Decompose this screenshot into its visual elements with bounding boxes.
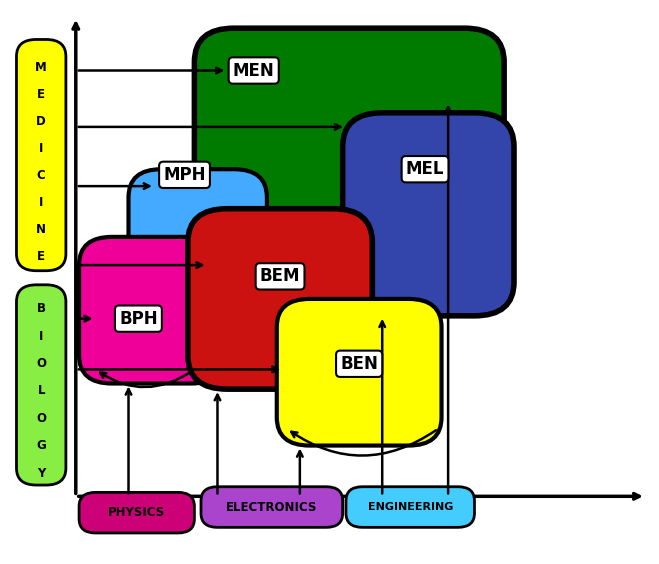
Text: O: O [36, 412, 46, 425]
Text: BEN: BEN [340, 355, 378, 373]
Text: O: O [36, 357, 46, 370]
Text: L: L [38, 385, 45, 398]
FancyBboxPatch shape [194, 28, 504, 254]
Text: ENGINEERING: ENGINEERING [368, 502, 453, 512]
FancyBboxPatch shape [16, 285, 66, 485]
Text: E: E [37, 88, 45, 101]
Text: MEN: MEN [233, 61, 275, 80]
Text: C: C [37, 169, 45, 182]
Text: BPH: BPH [119, 310, 158, 328]
FancyBboxPatch shape [79, 492, 194, 533]
Text: ELECTRONICS: ELECTRONICS [226, 500, 318, 514]
Text: I: I [39, 330, 43, 343]
FancyBboxPatch shape [129, 169, 267, 321]
Text: D: D [36, 115, 46, 128]
Text: E: E [37, 250, 45, 263]
Text: I: I [39, 196, 43, 209]
FancyBboxPatch shape [79, 237, 224, 384]
Text: BEM: BEM [260, 267, 301, 285]
Text: I: I [39, 142, 43, 155]
FancyBboxPatch shape [346, 487, 474, 527]
Text: M: M [36, 61, 47, 74]
Text: Y: Y [37, 466, 45, 479]
FancyBboxPatch shape [277, 299, 442, 446]
Text: MEL: MEL [406, 160, 444, 178]
FancyBboxPatch shape [16, 39, 66, 271]
Text: N: N [36, 223, 46, 236]
Text: G: G [36, 439, 46, 452]
FancyBboxPatch shape [201, 487, 343, 527]
Text: B: B [37, 302, 45, 315]
Text: MPH: MPH [163, 166, 206, 184]
Text: PHYSICS: PHYSICS [108, 506, 165, 519]
FancyBboxPatch shape [343, 113, 514, 316]
FancyBboxPatch shape [188, 209, 372, 389]
